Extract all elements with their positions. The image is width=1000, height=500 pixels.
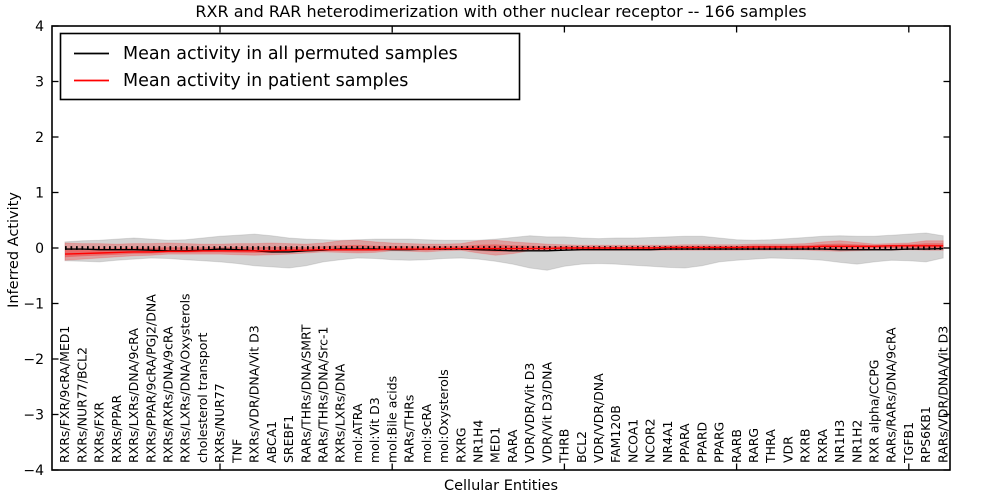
x-category-label: RARs/THRs/DNA/SMRT [298,324,313,463]
x-category-label: RXRB [798,428,813,463]
line-layer [64,245,944,255]
x-category-label: MED1 [488,427,503,463]
x-category-label: RXRs/VDR/DNA/Vit D3 [247,325,262,463]
x-category-label: RXRs/FXR [92,402,107,463]
x-category-label: RARs/RARs/DNA/9cRA [884,327,899,463]
x-tick-labels: RXRs/FXR/9cRA/MED1 RXRs/NUR77/BCL2 RXRs/FX… [57,293,950,464]
legend-box [59,32,521,101]
x-category-label: RXRA [815,429,830,463]
x-category-label: THRB [557,429,572,464]
x-category-label: mol:Vit D3 [367,397,382,463]
x-category-label: RARs/THRs/DNA/Src-1 [316,327,331,463]
x-category-label: TNF [229,439,244,464]
patient-mean-line [64,245,944,255]
x-category-label: RXRs/NUR77/BCL2 [74,347,89,463]
x-category-label: RXRs/RXRs/DNA/9cRA [161,326,176,463]
x-category-label: RXRs/FXR/9cRA/MED1 [57,326,72,463]
chart-title: RXR and RAR heterodimerization with othe… [195,2,806,21]
x-axis-label: Cellular Entities [444,478,558,494]
y-tick-label: 4 [35,19,44,35]
x-category-label: VDR/VDR/DNA [591,373,606,463]
x-category-label: RARs/THRs [402,395,417,463]
y-tick-label: −4 [23,463,44,479]
x-category-label: PPARG [712,422,727,463]
x-category-label: BCL2 [574,431,589,463]
x-category-label: PPARA [677,423,692,463]
x-category-label: mol:9cRA [419,403,434,463]
tick-layer [52,25,950,471]
x-category-label: RXR alpha/CCPG [867,360,882,463]
x-category-label: VDR [780,436,795,463]
x-category-label: NR1H2 [849,420,864,463]
x-category-label: mol:Oxysterols [436,369,451,463]
x-category-label: RXRs/NUR77 [212,383,227,463]
x-category-label: NR1H4 [471,420,486,463]
y-tick-label: 2 [35,130,44,146]
x-category-label: mol:Bile acids [384,376,399,463]
x-category-label: VDR/VDR/Vit D3 [522,363,537,463]
y-tick-label: 0 [35,241,44,257]
y-tick-label: 3 [35,75,44,91]
y-tick-label: 1 [35,186,44,202]
x-category-label: RPS6KB1 [918,406,933,463]
x-category-label: RARs/VDR/DNA/Vit D3 [935,326,950,463]
x-category-label: cholesterol transport [195,332,210,463]
x-category-label: mol:ATRA [350,403,365,463]
x-category-label: VDR/Vit D3/DNA [539,362,554,463]
x-category-label: RXRs/LXRs/DNA [333,363,348,463]
permuted-mean-line [65,247,944,253]
permuted-range-band [64,232,944,271]
y-tick-label: −2 [23,352,44,368]
x-category-label: NR1H3 [832,420,847,463]
x-category-label: RXRs/LXRs/DNA/Oxysterols [178,293,193,463]
x-category-label: NCOA1 [625,419,640,463]
x-category-label: THRA [763,429,778,464]
x-category-label: RXRG [453,427,468,463]
legend-label-patient: Mean activity in patient samples [123,71,408,91]
x-category-label: FAM120B [608,405,623,463]
x-category-label: TGFB1 [901,422,916,464]
x-category-label: RARG [746,428,761,463]
x-category-label: SREBF1 [281,415,296,463]
x-category-label: NR4A1 [660,421,675,464]
x-category-label: RXRs/LXRs/DNA/9cRA [126,328,141,463]
x-category-label: RARB [729,429,744,463]
y-axis-label: Inferred Activity [6,192,22,308]
x-category-label: NCOR2 [643,418,658,463]
y-tick-label: −3 [23,408,44,424]
x-category-label: ABCA1 [264,421,279,463]
y-tick-labels: 4 3 2 1 0 −1 −2 −3 −4 [23,19,44,479]
x-category-label: RXRs/PPAR/9cRA/PGJ2/DNA [143,294,158,463]
x-category-label: RXRs/PPAR [109,395,124,463]
x-category-label: RARA [505,429,520,463]
legend-label-permuted: Mean activity in all permuted samples [123,44,458,64]
legend: Mean activity in all permuted samples Me… [59,32,521,101]
x-category-label: PPARD [694,422,709,463]
y-tick-label: −1 [23,297,44,313]
